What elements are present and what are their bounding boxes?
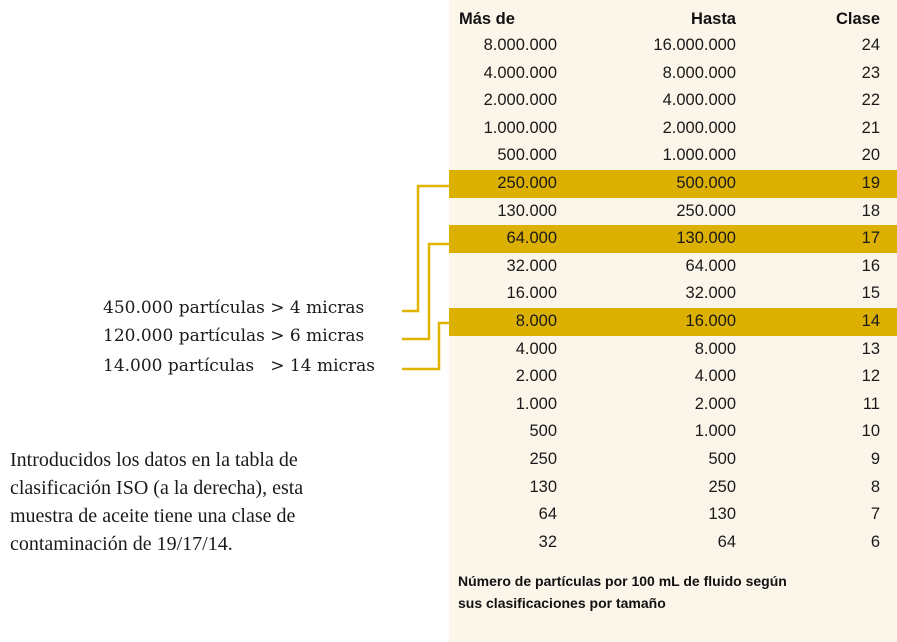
cell-to: 32.000 <box>685 284 736 303</box>
cell-from: 4.000.000 <box>483 63 557 82</box>
cell-to: 16.000.000 <box>653 36 736 54</box>
cell-class: 21 <box>861 118 880 137</box>
cell-class: 19 <box>861 174 880 192</box>
cell-class: 13 <box>861 339 880 358</box>
table-row-highlighted: 64.000 130.000 17 <box>449 225 897 253</box>
annotation-6-micras: 120.000 partículas > 6 micras <box>103 326 365 346</box>
header-to: Hasta <box>691 10 736 28</box>
annotation-4-micras: 450.000 partículas > 4 micras <box>103 298 365 318</box>
table-row: 130 250 8 <box>449 474 897 502</box>
paragraph-line: Introducidos los datos en la tabla de <box>10 449 298 471</box>
cell-class: 24 <box>861 36 880 54</box>
table-caption: Número de partículas por 100 mL de fluid… <box>458 570 878 614</box>
cell-to: 16.000 <box>685 312 736 330</box>
cell-class: 9 <box>870 450 880 468</box>
cell-class: 11 <box>862 394 880 413</box>
cell-from: 64 <box>538 505 557 524</box>
cell-class: 17 <box>861 229 880 248</box>
explanation-paragraph: Introducidos los datos en la tabla de cl… <box>10 446 390 558</box>
cell-to: 8.000.000 <box>662 63 736 82</box>
cell-from: 130 <box>529 477 557 496</box>
table-row: 1.000 2.000 11 <box>449 391 897 419</box>
cell-to: 250 <box>708 477 736 496</box>
table-row: 250 500 9 <box>449 446 897 474</box>
table-row: 500 1.000 10 <box>449 418 897 446</box>
table-row: 32.000 64.000 16 <box>449 253 897 281</box>
cell-to: 2.000.000 <box>662 118 736 137</box>
cell-from: 1.000 <box>515 394 557 413</box>
cell-to: 1.000 <box>694 422 736 441</box>
cell-to: 130.000 <box>676 229 736 248</box>
cell-from: 250.000 <box>497 174 557 192</box>
cell-class: 6 <box>870 532 880 551</box>
connector-6-micras <box>402 242 449 341</box>
cell-class: 16 <box>861 256 880 275</box>
header-class: Clase <box>835 10 880 28</box>
cell-from: 2.000 <box>515 367 557 386</box>
cell-to: 8.000 <box>694 339 736 358</box>
table-header: Más de Hasta Clase <box>449 6 897 34</box>
table-row: 8.000.000 16.000.000 24 <box>449 32 897 60</box>
connector-4-micras <box>402 184 449 313</box>
table-row-highlighted: 250.000 500.000 19 <box>449 170 897 198</box>
cell-from: 64.000 <box>506 229 557 248</box>
cell-from: 4.000 <box>515 339 557 358</box>
cell-to: 500.000 <box>676 174 736 192</box>
cell-to: 250.000 <box>676 201 736 220</box>
cell-from: 1.000.000 <box>483 118 557 137</box>
table-row: 64 130 7 <box>449 501 897 529</box>
cell-from: 32.000 <box>506 256 557 275</box>
cell-from: 32 <box>538 532 557 551</box>
cell-class: 14 <box>861 312 880 330</box>
cell-from: 2.000.000 <box>483 91 557 110</box>
table-row-highlighted: 8.000 16.000 14 <box>449 308 897 336</box>
cell-to: 2.000 <box>694 394 736 413</box>
cell-to: 1.000.000 <box>662 146 736 165</box>
paragraph-line: contaminación de 19/17/14. <box>10 533 233 555</box>
cell-from: 500.000 <box>497 146 557 165</box>
table-row: 32 64 6 <box>449 529 897 557</box>
cell-to: 500 <box>708 450 736 468</box>
cell-class: 8 <box>870 477 880 496</box>
table-row: 1.000.000 2.000.000 21 <box>449 115 897 143</box>
cell-to: 130 <box>708 505 736 524</box>
cell-from: 250 <box>529 450 557 468</box>
cell-from: 8.000.000 <box>483 36 557 54</box>
cell-from: 130.000 <box>497 201 557 220</box>
table-row: 130.000 250.000 18 <box>449 198 897 226</box>
annotation-14-micras: 14.000 partículas > 14 micras <box>103 356 376 376</box>
cell-from: 500 <box>529 422 557 441</box>
cell-from: 16.000 <box>506 284 557 303</box>
header-from: Más de <box>459 10 515 28</box>
table-row: 2.000 4.000 12 <box>449 363 897 391</box>
cell-class: 18 <box>861 201 880 220</box>
cell-class: 20 <box>861 146 880 165</box>
cell-class: 12 <box>861 367 880 386</box>
paragraph-line: muestra de aceite tiene una clase de <box>10 505 296 527</box>
table-row: 4.000 8.000 13 <box>449 336 897 364</box>
table-row: 16.000 32.000 15 <box>449 280 897 308</box>
cell-class: 15 <box>861 284 880 303</box>
table-row: 2.000.000 4.000.000 22 <box>449 87 897 115</box>
cell-class: 22 <box>861 91 880 110</box>
cell-to: 64.000 <box>685 256 736 275</box>
cell-from: 8.000 <box>515 312 557 330</box>
cell-to: 4.000.000 <box>662 91 736 110</box>
cell-to: 64 <box>717 532 736 551</box>
cell-class: 7 <box>870 505 880 524</box>
connector-14-micras <box>402 321 449 371</box>
caption-line: sus clasificaciones por tamaño <box>458 595 666 611</box>
cell-class: 23 <box>861 63 880 82</box>
table-row: 4.000.000 8.000.000 23 <box>449 60 897 88</box>
cell-class: 10 <box>861 422 880 441</box>
paragraph-line: clasificación ISO (a la derecha), esta <box>10 477 304 499</box>
cell-to: 4.000 <box>694 367 736 386</box>
caption-line: Número de partículas por 100 mL de fluid… <box>458 573 787 589</box>
table-row: 500.000 1.000.000 20 <box>449 142 897 170</box>
